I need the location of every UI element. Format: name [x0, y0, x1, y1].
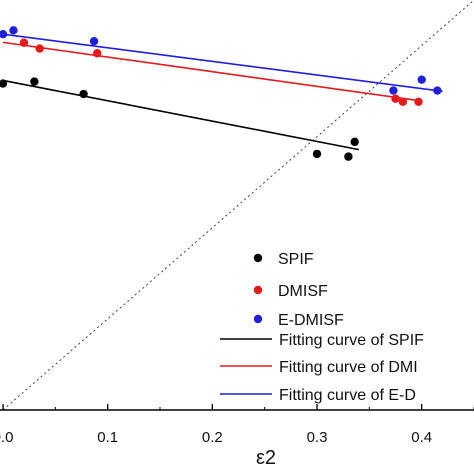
point-dmisf-3 — [391, 94, 400, 103]
legend-label-fitting-curve-of-spif: Fitting curve of SPIF — [279, 332, 424, 349]
reference-dotted-line — [2, 0, 474, 411]
point-e-dmisf-3 — [389, 86, 398, 95]
fit-line-spif — [2, 79, 360, 151]
legend-marker-dmisf — [253, 285, 263, 295]
point-dmisf-5 — [414, 97, 423, 107]
fit-line-e-dmisf — [2, 33, 443, 93]
point-dmisf-4 — [398, 97, 408, 107]
x-tick-label-0.0: 0.0 — [0, 429, 13, 446]
point-spif-0 — [0, 79, 8, 88]
legend-label-spif: SPIF — [278, 251, 314, 268]
point-spif-1 — [30, 77, 39, 86]
legend-label-dmisf: DMISF — [278, 283, 328, 300]
legend-label-e-dmisf: E-DMISF — [278, 312, 344, 329]
legend-label-fitting-curve-of-dmisf: Fitting curve of DMI — [279, 359, 418, 376]
point-e-dmisf-1 — [9, 26, 18, 35]
point-e-dmisf-2 — [89, 36, 99, 46]
point-spif-5 — [350, 137, 359, 147]
point-spif-2 — [79, 89, 88, 99]
legend-marker-spif — [253, 253, 263, 263]
legend-label-fitting-curve-of-e-dmisf: Fitting curve of E-D — [279, 387, 416, 404]
x-tick-label-0.4: 0.4 — [411, 429, 432, 446]
fit-line-dmisf — [2, 41, 422, 102]
point-e-dmisf-5 — [433, 86, 442, 95]
point-spif-3 — [312, 149, 322, 159]
point-e-dmisf-4 — [417, 75, 426, 84]
x-tick-label-0.1: 0.1 — [97, 429, 118, 446]
point-dmisf-2 — [93, 49, 102, 58]
x-tick-label-0.3: 0.3 — [307, 429, 328, 446]
point-dmisf-0 — [19, 38, 29, 47]
point-spif-4 — [344, 152, 353, 161]
fit-lines-layer — [2, 33, 443, 151]
point-e-dmisf-0 — [0, 30, 8, 39]
point-dmisf-1 — [35, 44, 44, 53]
x-axis: 0.0 0.1 0.2 0.3 0.4 — [0, 404, 474, 446]
data-points-layer — [0, 26, 442, 161]
reference-line-layer — [2, 0, 474, 411]
legend: SPIF DMISF E-DMISF Fitting curve of SPIF Fit… — [220, 251, 424, 404]
x-axis-label: ε2 — [256, 447, 276, 469]
legend-marker-e-dmisf — [253, 314, 263, 324]
x-tick-label-0.2: 0.2 — [202, 429, 223, 446]
